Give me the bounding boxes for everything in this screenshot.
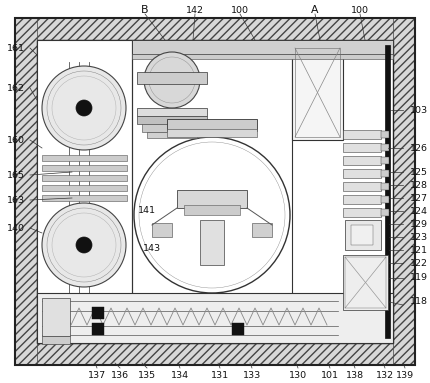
Text: 131: 131 [211, 372, 229, 380]
Bar [345, 220, 381, 250]
Bar [37, 293, 393, 343]
Text: 128: 128 [410, 180, 428, 190]
Bar [232, 323, 244, 335]
Text: 133: 133 [243, 372, 261, 380]
Bar [147, 132, 197, 138]
Bar [92, 323, 104, 335]
Text: 100: 100 [231, 5, 249, 15]
Text: 165: 165 [7, 170, 25, 180]
Bar [167, 129, 257, 137]
Bar [42, 298, 70, 336]
Circle shape [42, 203, 126, 287]
Text: 141: 141 [138, 206, 156, 214]
Bar [343, 156, 381, 165]
Text: 118: 118 [410, 298, 428, 306]
Text: 134: 134 [171, 372, 189, 380]
Bar [42, 185, 127, 191]
Bar [200, 220, 224, 265]
Bar [343, 130, 381, 139]
Circle shape [144, 52, 200, 108]
Bar [132, 40, 393, 54]
Bar [381, 209, 389, 216]
Bar [15, 18, 37, 365]
Bar [132, 54, 393, 59]
Bar [184, 205, 240, 215]
Bar [385, 45, 390, 338]
Bar [393, 18, 415, 365]
Circle shape [76, 100, 92, 116]
Bar [381, 196, 389, 203]
Text: 119: 119 [410, 273, 428, 283]
Bar [42, 155, 127, 161]
Text: 140: 140 [7, 224, 25, 232]
Bar [37, 40, 132, 343]
Circle shape [134, 137, 290, 293]
Text: 132: 132 [376, 372, 394, 380]
Text: 142: 142 [186, 5, 204, 15]
Text: 135: 135 [138, 372, 156, 380]
Bar [132, 40, 292, 343]
Text: 136: 136 [111, 372, 129, 380]
Bar [15, 343, 415, 365]
Bar [343, 143, 381, 152]
Text: 123: 123 [410, 232, 428, 242]
Bar [137, 116, 207, 124]
Bar [381, 131, 389, 138]
Bar [381, 183, 389, 190]
Text: 124: 124 [410, 206, 428, 216]
Bar [142, 124, 202, 132]
Circle shape [76, 237, 92, 253]
Text: 121: 121 [410, 246, 428, 254]
Bar [381, 144, 389, 151]
Bar [292, 45, 343, 140]
Bar [137, 72, 207, 84]
Text: 163: 163 [7, 195, 25, 205]
Bar [343, 208, 381, 217]
Bar [295, 48, 340, 137]
Text: 130: 130 [289, 372, 307, 380]
Text: 161: 161 [7, 44, 25, 52]
Text: 127: 127 [410, 193, 428, 203]
Text: 103: 103 [410, 105, 428, 115]
Bar [252, 223, 272, 237]
Bar [42, 175, 127, 181]
Bar [152, 223, 172, 237]
Text: 137: 137 [88, 372, 106, 380]
Bar [167, 119, 257, 131]
Text: 162: 162 [7, 83, 25, 93]
Bar [343, 255, 388, 310]
Text: 122: 122 [410, 259, 428, 267]
Bar [343, 182, 381, 191]
Bar [177, 190, 247, 208]
Bar [343, 169, 381, 178]
Bar [92, 307, 104, 319]
Text: 126: 126 [410, 144, 428, 152]
Bar [42, 336, 70, 344]
Bar [345, 257, 386, 308]
Bar [137, 108, 207, 116]
Text: 139: 139 [396, 372, 414, 380]
Text: A: A [311, 5, 319, 15]
Circle shape [42, 66, 126, 150]
Bar [37, 40, 393, 343]
Bar [132, 40, 292, 343]
Text: 143: 143 [143, 244, 161, 252]
Text: B: B [141, 5, 149, 15]
Text: 125: 125 [410, 167, 428, 177]
Text: 100: 100 [351, 5, 369, 15]
Bar [381, 157, 389, 164]
Text: 138: 138 [346, 372, 364, 380]
Bar [343, 195, 381, 204]
Bar [381, 170, 389, 177]
Bar [351, 225, 373, 245]
Text: 160: 160 [7, 136, 25, 144]
Text: 101: 101 [321, 372, 339, 380]
Text: 129: 129 [410, 219, 428, 229]
Bar [15, 18, 415, 40]
Bar [42, 195, 127, 201]
Bar [42, 165, 127, 171]
